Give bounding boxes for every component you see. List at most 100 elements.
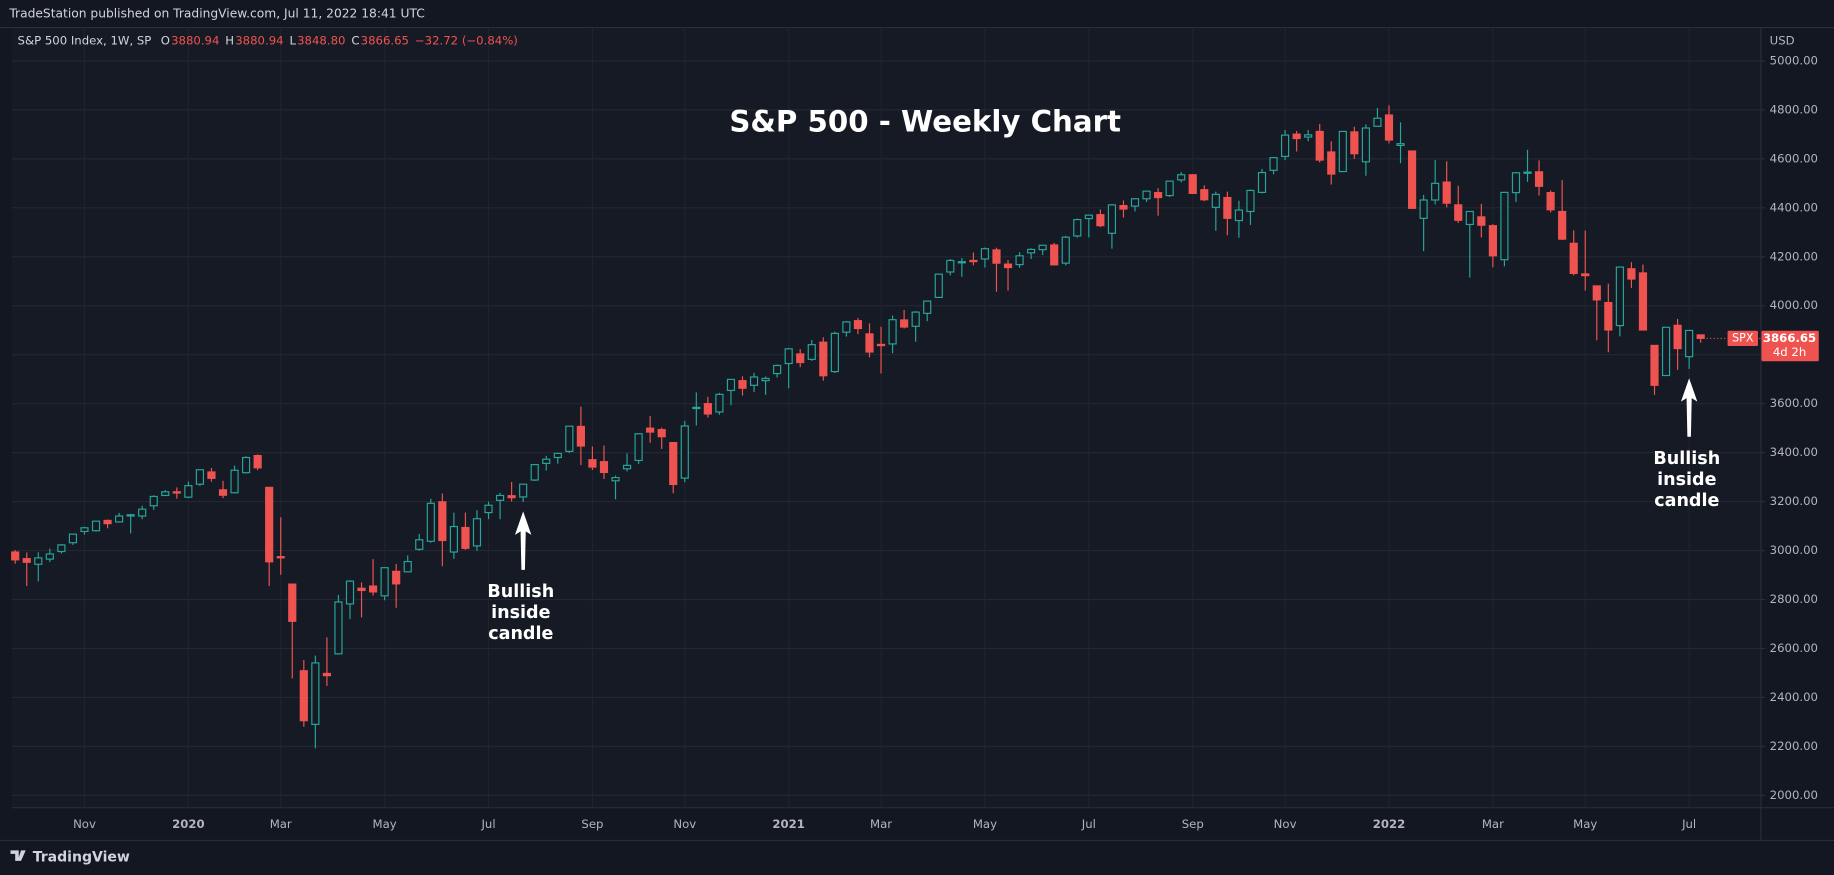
candle-body (449, 525, 458, 553)
annotation-text: inside (1657, 470, 1716, 490)
candle-body (1015, 255, 1024, 266)
x-tick-label: 2021 (772, 817, 805, 831)
candle-body (403, 560, 412, 573)
candle-body (368, 585, 378, 593)
candle-body (1569, 242, 1578, 275)
candle-body (484, 504, 493, 514)
candle-body (184, 485, 193, 498)
candle-body (646, 427, 655, 433)
price-tag-symbol-bg (1727, 330, 1758, 346)
candle-body (634, 433, 643, 462)
x-tick-label: Jul (1081, 817, 1096, 831)
annotation-text: inside (491, 603, 550, 623)
candles (11, 105, 1705, 749)
candle-body (900, 319, 909, 328)
header-text: TradeStation published on TradingView.co… (8, 7, 424, 21)
candle-body (669, 442, 678, 486)
candle-body (1488, 225, 1497, 257)
candle-body (1211, 193, 1220, 208)
candle-body (842, 321, 851, 333)
candle-body (1154, 192, 1163, 199)
candle-body (542, 458, 551, 464)
price-tag-symbol: SPX (1732, 331, 1754, 344)
candle-body (1581, 273, 1590, 277)
candle-body (715, 393, 724, 413)
legend-change: −32.72 (−0.84%) (415, 33, 518, 47)
candle-body (299, 670, 308, 722)
candle-body (380, 567, 389, 597)
candle-body (461, 526, 470, 549)
candle-body (218, 489, 228, 496)
candle-body (1338, 130, 1347, 173)
legend-key: O (161, 33, 170, 47)
candle-body (1269, 157, 1278, 171)
x-tick-label: Mar (270, 817, 292, 831)
candle-body (519, 483, 528, 498)
y-tick-label: 3600.00 (1770, 396, 1818, 410)
annotation-arrow (1680, 378, 1698, 437)
candle-body (357, 587, 366, 592)
candle-body (1234, 209, 1244, 222)
candle-body (980, 248, 990, 260)
candle-body (599, 461, 609, 474)
candle-body (576, 425, 585, 447)
y-tick-label: 3200.00 (1770, 494, 1818, 508)
y-tick-label: 4800.00 (1770, 102, 1818, 116)
candle-body (807, 344, 816, 360)
candle-body (1130, 198, 1140, 207)
candle-body (45, 553, 54, 560)
candle-body (1327, 151, 1336, 175)
candle-body (115, 515, 124, 523)
candle-body (1119, 205, 1128, 210)
candle-body (680, 425, 689, 479)
candle-body (1142, 190, 1151, 200)
x-tick-label: Sep (581, 817, 603, 831)
candle-body (692, 406, 701, 410)
x-tick-label: Mar (1482, 817, 1504, 831)
candle-body (1477, 216, 1486, 226)
candle-body (1661, 326, 1671, 377)
candle-body (1373, 117, 1382, 127)
y-tick-label: 2000.00 (1770, 788, 1818, 802)
x-tick-label: Jul (1681, 817, 1696, 831)
candle-body (1431, 182, 1440, 201)
legend-name: S&P 500 Index, 1W, SP (18, 33, 152, 47)
candle-body (1442, 181, 1451, 204)
candle-body (11, 551, 20, 561)
candle-body (876, 343, 886, 347)
candle-body (1304, 134, 1313, 138)
x-tick-label: Nov (673, 817, 696, 831)
candle-body (68, 533, 78, 544)
y-tick-label: 2400.00 (1770, 690, 1818, 704)
candle-body (830, 332, 839, 373)
candle-body (57, 544, 66, 553)
footer-logo: TradingView (10, 849, 130, 865)
candle-body (1615, 266, 1624, 327)
overlay: TradeStation published on TradingView.co… (8, 7, 1819, 865)
legend-key: H (225, 33, 234, 47)
footer-brand: TradingView (33, 849, 130, 865)
candle-body (230, 469, 239, 494)
candle-body (1177, 174, 1186, 181)
price-tag-countdown: 4d 2h (1773, 345, 1806, 359)
candle-body (253, 454, 262, 469)
y-tick-label: 2800.00 (1770, 592, 1818, 606)
candle-body (796, 353, 805, 364)
candle-body (1638, 272, 1648, 331)
candle-body (438, 501, 447, 542)
candle-body (1500, 191, 1509, 261)
annotation-text: candle (488, 624, 553, 644)
candle-body (1546, 192, 1555, 211)
candle-body (1627, 268, 1636, 280)
candle-body (1061, 236, 1070, 264)
y-tick-label: 4000.00 (1770, 298, 1818, 312)
candle-body (749, 376, 759, 386)
annotation-text: Bullish (487, 582, 554, 602)
candle-body (149, 495, 158, 507)
candle-body (969, 259, 978, 263)
candle-body (1096, 214, 1105, 227)
candle-body (992, 249, 1001, 264)
candle-body (1027, 248, 1036, 254)
candle-body (1454, 204, 1463, 221)
